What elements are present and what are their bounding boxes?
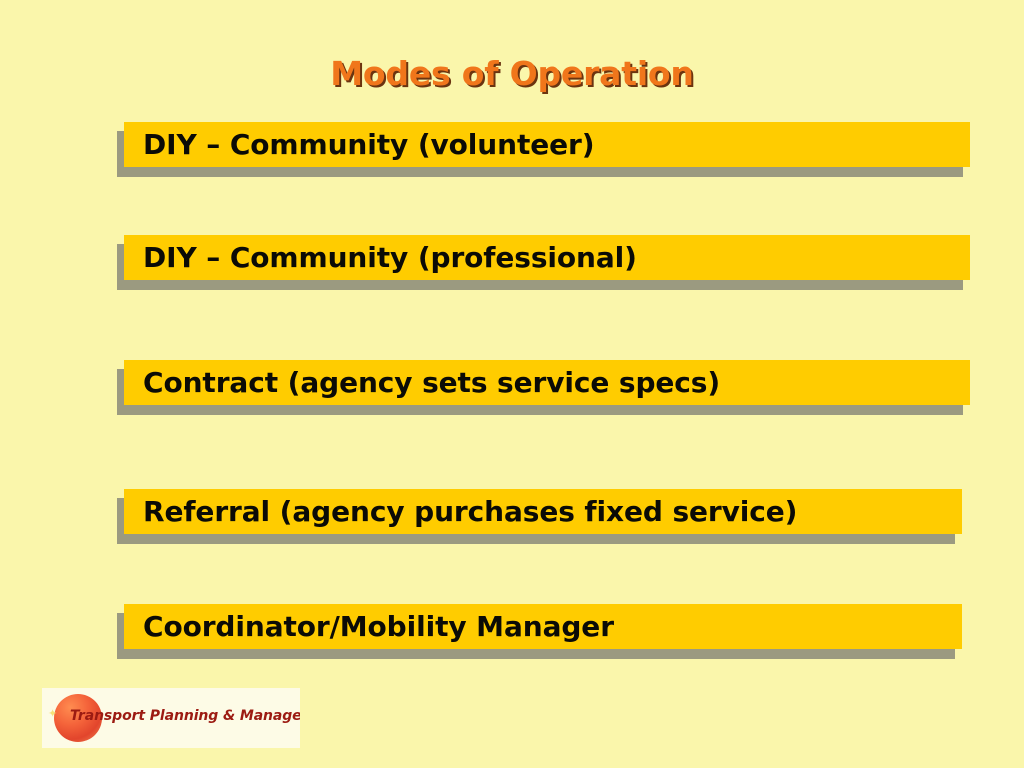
mode-bar[interactable]: Coordinator/Mobility Manager	[117, 604, 962, 659]
mode-bar[interactable]: DIY – Community (volunteer)	[117, 122, 970, 177]
logo-text: Transport Planning & Management	[70, 708, 300, 724]
mode-bar-label: DIY – Community (volunteer)	[143, 128, 595, 161]
mode-bar-plate	[124, 235, 970, 280]
mode-bar-label: Contract (agency sets service specs)	[143, 366, 721, 399]
mode-bar-label: Referral (agency purchases fixed service…	[143, 495, 798, 528]
page-title: Modes of Operation	[330, 54, 694, 93]
mode-bar[interactable]: Contract (agency sets service specs)	[117, 360, 970, 415]
mode-bar-plate	[124, 604, 962, 649]
mode-bar[interactable]: Referral (agency purchases fixed service…	[117, 489, 962, 544]
mode-bar-label: DIY – Community (professional)	[143, 241, 637, 274]
logo-sphere-icon	[54, 694, 102, 742]
mode-bar-label: Coordinator/Mobility Manager	[143, 610, 614, 643]
mode-bar[interactable]: DIY – Community (professional)	[117, 235, 970, 290]
mode-bar-plate	[124, 360, 970, 405]
logo: ✦ Transport Planning & Management	[42, 688, 300, 748]
logo-sparkle-icon: ✦	[48, 707, 58, 720]
mode-bar-plate	[124, 489, 962, 534]
mode-bar-plate	[124, 122, 970, 167]
